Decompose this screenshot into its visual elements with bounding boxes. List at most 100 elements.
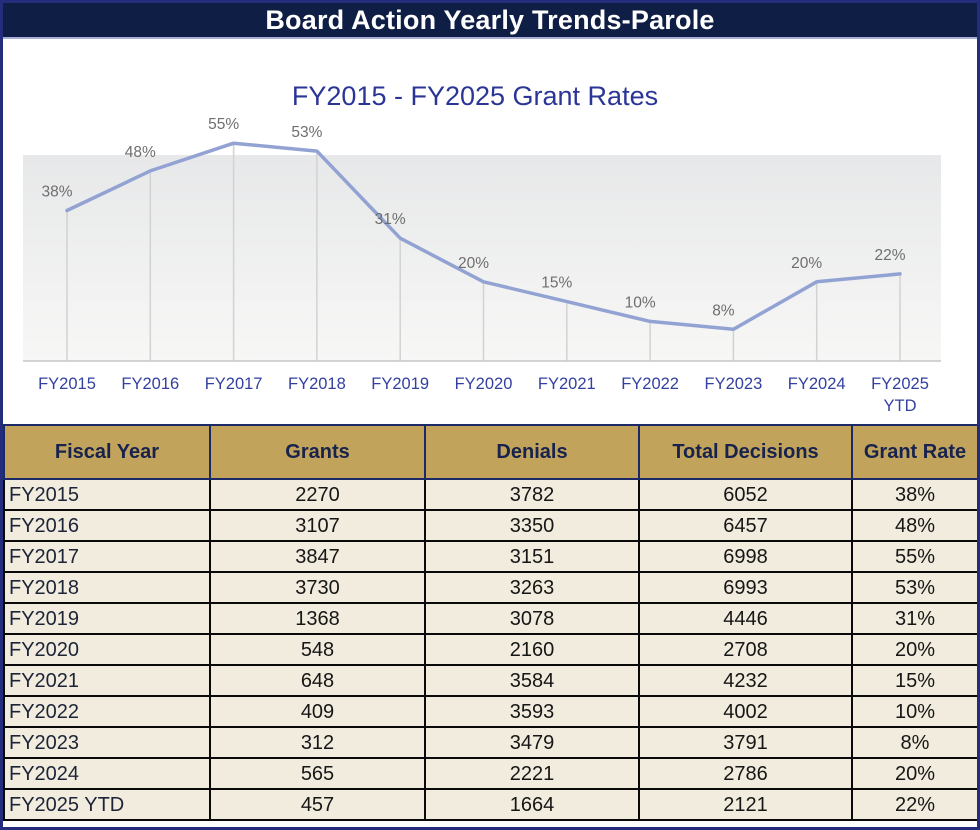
table-cell: 648 xyxy=(209,664,426,697)
data-label: 48% xyxy=(125,144,156,161)
table-cell: 457 xyxy=(209,788,426,821)
grant-rates-line-chart: 38% 48% 55% 53% 31% 20% 15% 10% 8% 20% 22% FY2015 FY… xyxy=(23,116,941,415)
table-cell: 55% xyxy=(851,540,977,573)
table-cell: 10% xyxy=(851,695,977,728)
table-cell: 3730 xyxy=(209,571,426,604)
table-cell: 548 xyxy=(209,633,426,666)
table-cell: 4002 xyxy=(638,695,853,728)
table-cell: 38% xyxy=(851,478,977,511)
column-header: Denials xyxy=(424,424,640,480)
table-cell: 2270 xyxy=(209,478,426,511)
x-axis-label: FY2023 xyxy=(705,375,763,393)
table-row: FY2018 3730 3263 6993 53% xyxy=(3,571,977,604)
data-label: 8% xyxy=(712,302,735,319)
table-cell: 3593 xyxy=(424,695,640,728)
column-header: Total Decisions xyxy=(638,424,853,480)
data-label: 55% xyxy=(208,116,239,133)
table-cell: 20% xyxy=(851,757,977,790)
table-cell: 8% xyxy=(851,726,977,759)
table-cell: 2160 xyxy=(424,633,640,666)
table-cell: 409 xyxy=(209,695,426,728)
table-cell: 4446 xyxy=(638,602,853,635)
data-label: 53% xyxy=(291,124,322,141)
data-label: 15% xyxy=(541,275,572,292)
grant-rates-chart-section: 38% 48% 55% 53% 31% 20% 15% 10% 8% 20% 22% FY2015 FY… xyxy=(3,39,977,424)
page-title: Board Action Yearly Trends-Parole xyxy=(265,4,715,35)
table-header-row: Fiscal Year Grants Denials Total Decisions G… xyxy=(3,424,977,480)
table-row: FY2021 648 3584 4232 15% xyxy=(3,664,977,697)
table-cell: 4232 xyxy=(638,664,853,697)
data-label: 31% xyxy=(375,211,406,228)
table-cell: FY2025 YTD xyxy=(3,788,211,821)
data-label: 38% xyxy=(41,184,72,201)
table-cell: 6993 xyxy=(638,571,853,604)
table-cell: 3782 xyxy=(424,478,640,511)
table-header-row: Fiscal Year Grants Denials Total Decisions G… xyxy=(3,424,977,480)
column-header: Grant Rate xyxy=(851,424,977,480)
x-axis-label: FY2016 xyxy=(121,375,179,393)
data-label: 10% xyxy=(625,294,656,311)
table-row: FY2023 312 3479 3791 8% xyxy=(3,726,977,759)
table-cell: FY2016 xyxy=(3,509,211,542)
table-cell: FY2017 xyxy=(3,540,211,573)
table-cell: 3791 xyxy=(638,726,853,759)
chart-title: FY2015 - FY2025 Grant Rates xyxy=(291,81,659,111)
table-row: FY2022 409 3593 4002 10% xyxy=(3,695,977,728)
x-axis-label: FY2025 xyxy=(871,375,929,393)
table-row: FY2024 565 2221 2786 20% xyxy=(3,757,977,790)
table-cell: 2786 xyxy=(638,757,853,790)
table-cell: FY2015 xyxy=(3,478,211,511)
x-axis-label: FY2020 xyxy=(455,375,513,393)
table-cell: 2221 xyxy=(424,757,640,790)
column-header: Grants xyxy=(209,424,426,480)
table-row: FY2015 2270 3782 6052 38% xyxy=(3,478,977,511)
table-cell: 2708 xyxy=(638,633,853,666)
table-cell: 48% xyxy=(851,509,977,542)
table-cell: FY2018 xyxy=(3,571,211,604)
table-cell: 3584 xyxy=(424,664,640,697)
table-cell: 1664 xyxy=(424,788,640,821)
yearly-trends-table-section: Fiscal Year Grants Denials Total Decisions G… xyxy=(3,424,977,821)
table-cell: 3479 xyxy=(424,726,640,759)
table-cell: 312 xyxy=(209,726,426,759)
table-cell: 15% xyxy=(851,664,977,697)
table-cell: 3078 xyxy=(424,602,640,635)
table-row: FY2019 1368 3078 4446 31% xyxy=(3,602,977,635)
x-axis-label: FY2018 xyxy=(288,375,346,393)
table-cell: 3847 xyxy=(209,540,426,573)
grant-rate-line xyxy=(65,141,902,332)
yearly-trends-table: Fiscal Year Grants Denials Total Decisions G… xyxy=(3,424,977,821)
x-axis-label: YTD xyxy=(884,397,917,415)
data-label: 20% xyxy=(791,255,822,272)
table-row: FY2020 548 2160 2708 20% xyxy=(3,633,977,666)
data-label: 22% xyxy=(874,247,905,264)
x-axis-label: FY2015 xyxy=(38,375,96,393)
table-cell: 3151 xyxy=(424,540,640,573)
table-cell: FY2021 xyxy=(3,664,211,697)
table-cell: 31% xyxy=(851,602,977,635)
data-label: 20% xyxy=(458,255,489,272)
table-cell: 3350 xyxy=(424,509,640,542)
x-axis-label: FY2022 xyxy=(621,375,679,393)
x-axis-label: FY2019 xyxy=(371,375,429,393)
table-cell: 6998 xyxy=(638,540,853,573)
table-cell: 1368 xyxy=(209,602,426,635)
table-row: FY2016 3107 3350 6457 48% xyxy=(3,509,977,542)
table-body: FY2015 2270 3782 6052 38% FY2016 3107 3350 6457 4… xyxy=(3,478,977,821)
plot-area xyxy=(23,155,941,361)
table-cell: 6052 xyxy=(638,478,853,511)
table-row: FY2017 3847 3151 6998 55% xyxy=(3,540,977,573)
table-cell: FY2024 xyxy=(3,757,211,790)
table-cell: 22% xyxy=(851,788,977,821)
table-cell: FY2020 xyxy=(3,633,211,666)
table-cell: 20% xyxy=(851,633,977,666)
table-cell: 565 xyxy=(209,757,426,790)
page-title-bar: Board Action Yearly Trends-Parole xyxy=(3,3,977,39)
table-cell: 2121 xyxy=(638,788,853,821)
table-cell: 53% xyxy=(851,571,977,604)
x-axis-label: FY2017 xyxy=(205,375,263,393)
table-cell: FY2023 xyxy=(3,726,211,759)
table-row: FY2025 YTD 457 1664 2121 22% xyxy=(3,788,977,821)
table-cell: 3107 xyxy=(209,509,426,542)
